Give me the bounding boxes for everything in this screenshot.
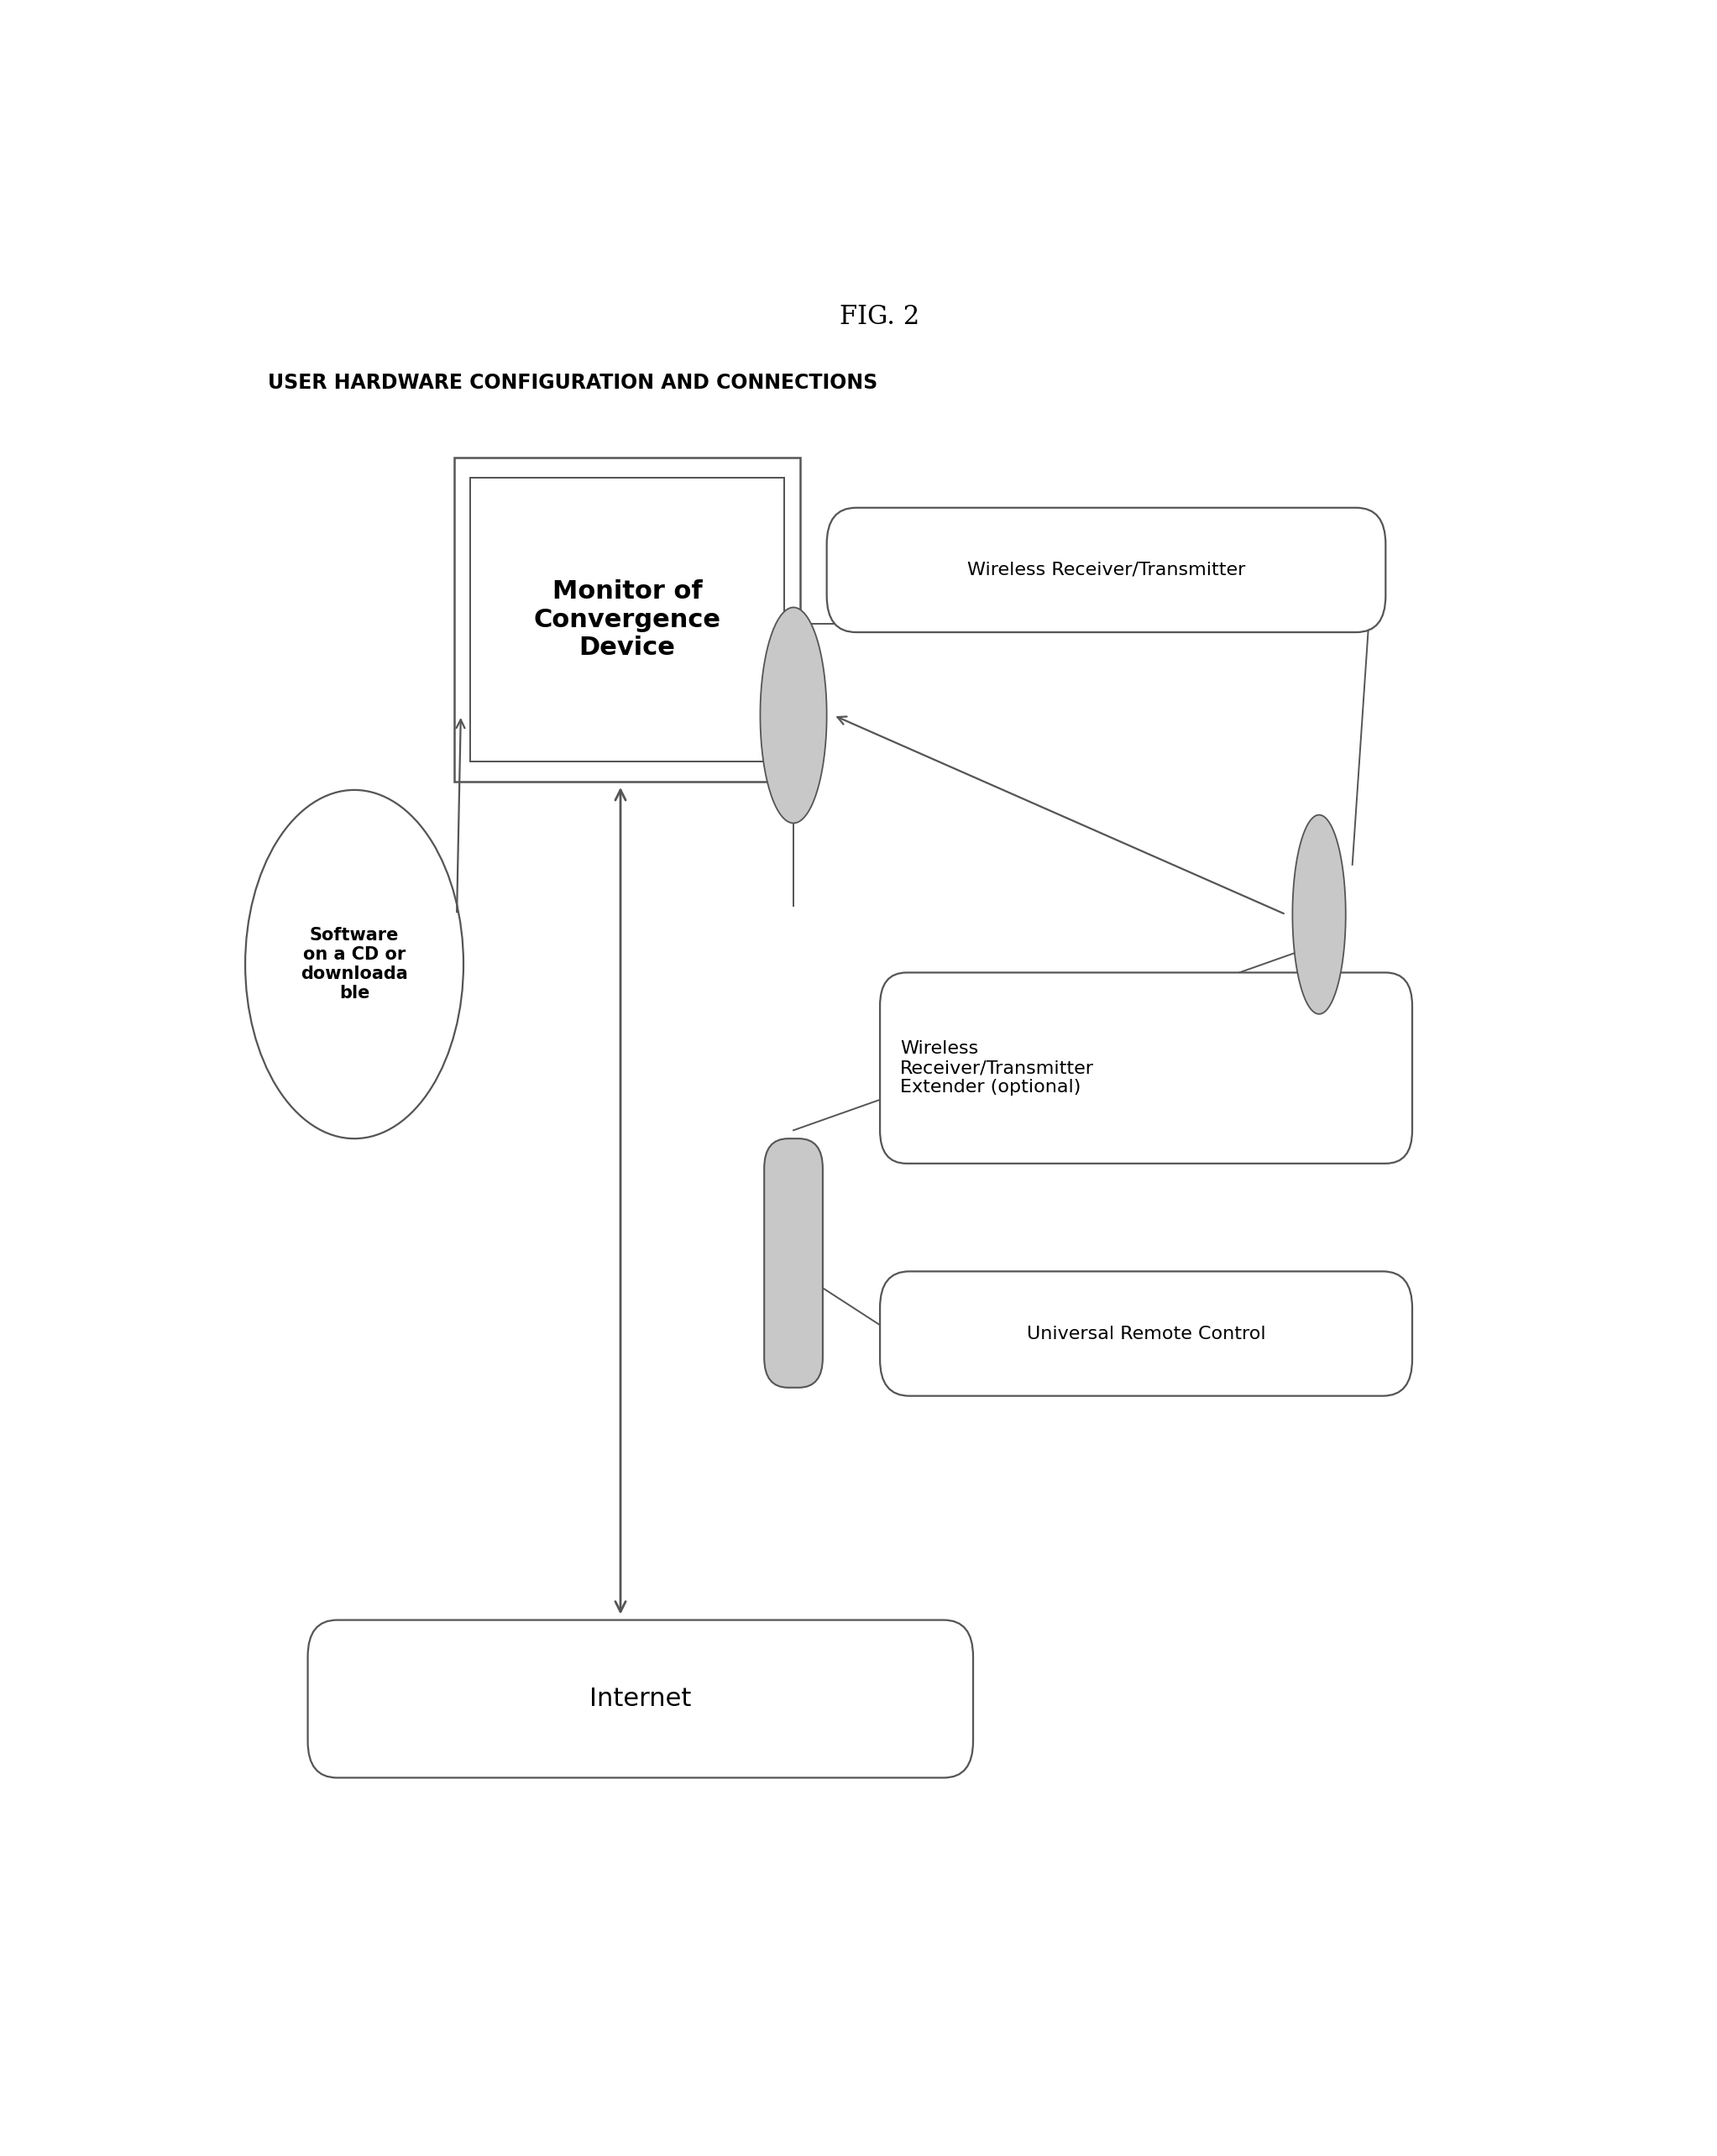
Text: Wireless Receiver/Transmitter: Wireless Receiver/Transmitter bbox=[967, 561, 1245, 578]
FancyBboxPatch shape bbox=[828, 507, 1386, 632]
Bar bbox=[453, 457, 800, 783]
FancyBboxPatch shape bbox=[764, 1138, 822, 1388]
Text: Monitor of
Convergence
Device: Monitor of Convergence Device bbox=[534, 580, 721, 660]
Text: USER HARDWARE CONFIGURATION AND CONNECTIONS: USER HARDWARE CONFIGURATION AND CONNECTI… bbox=[268, 373, 877, 392]
Text: Universal Remote Control: Universal Remote Control bbox=[1027, 1326, 1265, 1341]
Text: Wireless
Receiver/Transmitter
Extender (optional): Wireless Receiver/Transmitter Extender (… bbox=[900, 1039, 1094, 1095]
Text: Internet: Internet bbox=[589, 1686, 692, 1712]
Ellipse shape bbox=[246, 789, 464, 1138]
FancyBboxPatch shape bbox=[879, 972, 1411, 1164]
FancyBboxPatch shape bbox=[307, 1619, 974, 1779]
Text: FIG. 2: FIG. 2 bbox=[840, 304, 920, 330]
Bar bbox=[470, 479, 785, 761]
Polygon shape bbox=[1293, 815, 1346, 1013]
FancyBboxPatch shape bbox=[879, 1272, 1411, 1395]
Text: Software
on a CD or
downloada
ble: Software on a CD or downloada ble bbox=[300, 927, 409, 1003]
Polygon shape bbox=[761, 608, 826, 824]
